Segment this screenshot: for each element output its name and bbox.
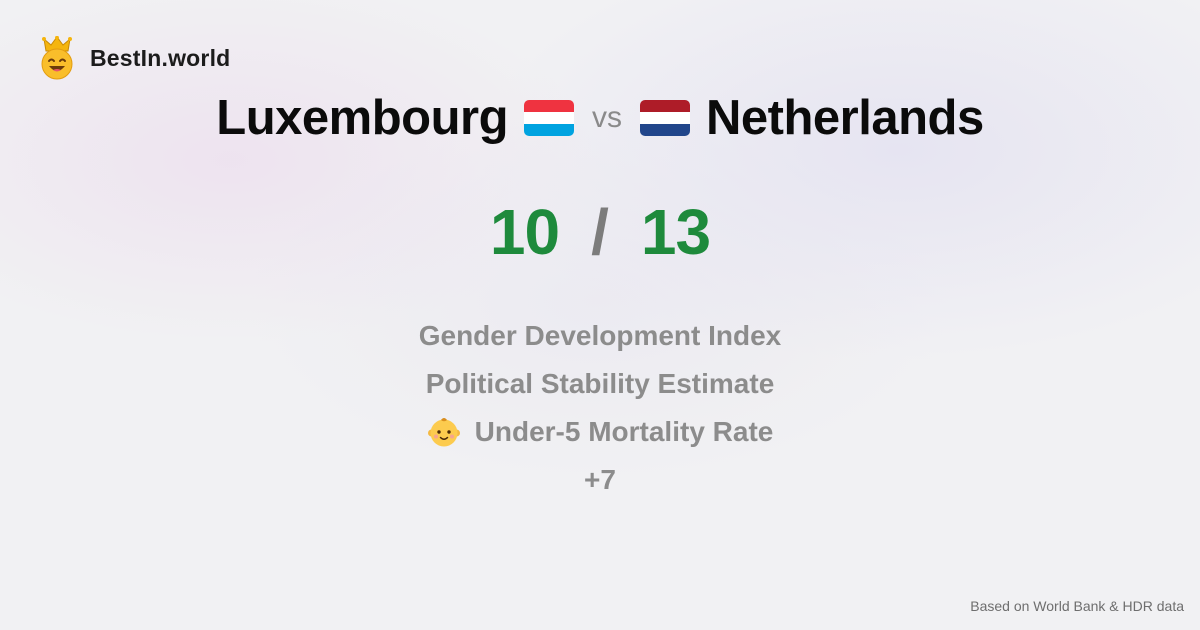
- metric-item[interactable]: Under-5 Mortality Rate: [427, 408, 774, 456]
- brand[interactable]: BestIn.world: [38, 36, 230, 80]
- score-b: 13: [640, 196, 711, 268]
- crowned-smiley-icon: [41, 36, 73, 80]
- data-source-note: Based on World Bank & HDR data: [970, 598, 1184, 614]
- luxembourg-flag-icon: [524, 100, 575, 136]
- baby-icon: [427, 418, 460, 447]
- score-separator: /: [591, 196, 609, 268]
- metric-item[interactable]: Gender Development Index: [419, 312, 782, 360]
- brand-name: BestIn.world: [90, 44, 231, 71]
- metrics-list: Gender Development Index Political Stabi…: [0, 312, 1200, 504]
- netherlands-flag-icon: [640, 100, 691, 136]
- comparison-title: Luxembourg vs Netherlands: [0, 88, 1200, 148]
- vs-label: vs: [592, 101, 623, 134]
- metric-label: Political Stability Estimate: [425, 368, 775, 399]
- score-a: 10: [489, 196, 560, 268]
- metric-label: Under-5 Mortality Rate: [474, 416, 774, 447]
- metric-item[interactable]: Political Stability Estimate: [426, 360, 775, 408]
- score: 10 / 13: [0, 192, 1200, 272]
- metric-label: Gender Development Index: [418, 320, 782, 351]
- country-b-name[interactable]: Netherlands: [706, 91, 984, 145]
- country-a-name[interactable]: Luxembourg: [216, 91, 509, 145]
- more-metrics-count[interactable]: +7: [584, 464, 616, 495]
